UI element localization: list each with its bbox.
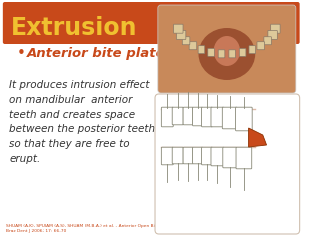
FancyBboxPatch shape: [236, 107, 252, 131]
Ellipse shape: [198, 28, 255, 80]
FancyBboxPatch shape: [172, 107, 183, 125]
FancyBboxPatch shape: [229, 50, 236, 58]
FancyBboxPatch shape: [239, 48, 246, 56]
FancyBboxPatch shape: [223, 147, 236, 168]
FancyBboxPatch shape: [183, 107, 193, 125]
FancyBboxPatch shape: [208, 48, 214, 56]
FancyBboxPatch shape: [271, 24, 280, 33]
FancyBboxPatch shape: [257, 42, 265, 50]
FancyBboxPatch shape: [172, 147, 183, 164]
Text: Extrusion: Extrusion: [11, 16, 138, 40]
FancyBboxPatch shape: [161, 147, 173, 165]
Text: It produces intrusion effect
on mandibular  anterior
teeth and creates space
bet: It produces intrusion effect on mandibul…: [10, 80, 156, 164]
Ellipse shape: [214, 36, 240, 66]
Text: SHUAM (A.K), SPUIAM (A.S), SHUAM (M.B.A.) et al. - Anterior Open Bite - Cephalom: SHUAM (A.K), SPUIAM (A.S), SHUAM (M.B.A.…: [6, 224, 267, 233]
FancyBboxPatch shape: [268, 30, 277, 39]
FancyBboxPatch shape: [173, 24, 183, 33]
FancyBboxPatch shape: [158, 5, 296, 93]
FancyBboxPatch shape: [202, 107, 212, 127]
FancyBboxPatch shape: [189, 42, 197, 50]
Polygon shape: [249, 128, 267, 147]
FancyBboxPatch shape: [182, 37, 190, 45]
FancyBboxPatch shape: [193, 107, 203, 126]
Text: Anterior bite plate: Anterior bite plate: [27, 48, 165, 60]
FancyBboxPatch shape: [218, 50, 225, 58]
FancyBboxPatch shape: [155, 94, 300, 234]
FancyBboxPatch shape: [264, 37, 271, 45]
Text: •: •: [17, 47, 26, 61]
FancyBboxPatch shape: [183, 147, 193, 164]
FancyBboxPatch shape: [222, 107, 237, 129]
FancyBboxPatch shape: [198, 46, 205, 54]
FancyBboxPatch shape: [249, 46, 256, 54]
FancyBboxPatch shape: [193, 147, 203, 164]
FancyBboxPatch shape: [202, 147, 212, 165]
FancyBboxPatch shape: [211, 147, 224, 166]
FancyBboxPatch shape: [211, 107, 224, 127]
FancyBboxPatch shape: [161, 107, 173, 127]
FancyBboxPatch shape: [3, 2, 300, 44]
FancyBboxPatch shape: [176, 30, 186, 39]
FancyBboxPatch shape: [0, 0, 304, 240]
FancyBboxPatch shape: [236, 147, 252, 169]
